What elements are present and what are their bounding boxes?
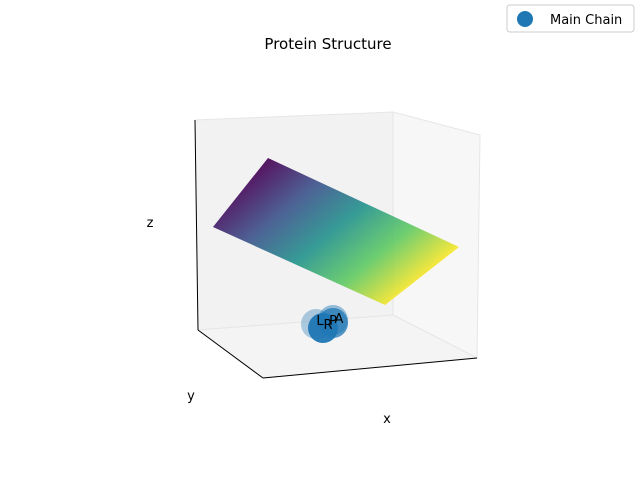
x-axis-line: [262, 357, 478, 379]
x-axis-label: x: [383, 412, 391, 427]
z-axis-label: z: [147, 216, 154, 231]
axis-lines: [194, 119, 478, 379]
marker-r: [308, 313, 338, 343]
marker-label-p: P: [329, 314, 337, 329]
y-axis-label: y: [187, 389, 195, 404]
scatter-markers: L PAR: [301, 305, 348, 343]
surface-plane: [213, 158, 459, 305]
marker-label-r: R: [323, 318, 332, 333]
legend-box: [506, 4, 635, 33]
marker-label-a: A: [335, 312, 344, 327]
legend: Main Chain: [506, 4, 635, 33]
legend-entry-main-chain: Main Chain: [550, 13, 622, 28]
chart-title: Protein Structure: [264, 35, 391, 53]
legend-swatch-main-chain: [517, 11, 533, 27]
y-axis-line: [197, 329, 264, 379]
marker-label-l: L: [316, 314, 324, 329]
z-axis-line: [194, 119, 199, 331]
